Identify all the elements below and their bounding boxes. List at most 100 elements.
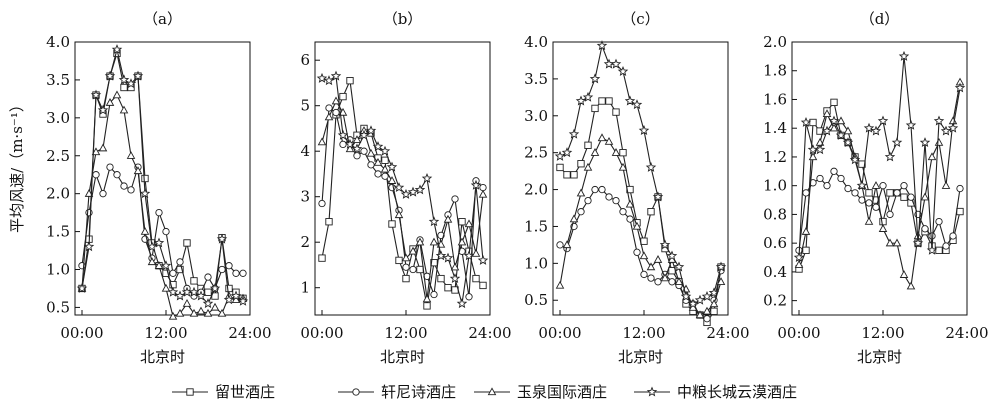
- legend-marker: [487, 387, 497, 396]
- data-point: [125, 78, 137, 89]
- data-point: [920, 192, 930, 201]
- y-tick-label: 2.5: [524, 144, 548, 162]
- data-point: [956, 184, 964, 193]
- data-point: [666, 250, 678, 261]
- data-point: [822, 109, 832, 118]
- data-point: [216, 233, 228, 244]
- data-point: [898, 50, 910, 61]
- data-point: [175, 308, 185, 317]
- panel-4: （d） 0.2 0.4 0.6 0.8 1.0 1.2 1.4 1.6 1.8 2.0 00:00 12…: [763, 10, 988, 366]
- data-point: [653, 255, 663, 263]
- data-point: [325, 104, 333, 112]
- legend-marker: [646, 386, 658, 397]
- y-tick-label: 1.6: [763, 90, 787, 108]
- data-point: [893, 189, 901, 197]
- data-point: [842, 137, 854, 148]
- data-point: [112, 90, 122, 99]
- data-point: [941, 181, 951, 189]
- data-point: [891, 137, 903, 148]
- data-point: [563, 171, 571, 179]
- data-point: [556, 241, 564, 249]
- data-point: [239, 269, 247, 277]
- data-point: [619, 208, 627, 216]
- data-point: [605, 193, 613, 201]
- data-point: [402, 274, 410, 283]
- data-point: [715, 261, 727, 272]
- data-point: [352, 135, 362, 143]
- data-point: [188, 286, 200, 297]
- y-tick-label: 4: [300, 142, 310, 160]
- data-point: [409, 265, 417, 274]
- data-point: [589, 73, 601, 84]
- data-point: [423, 302, 431, 310]
- data-point: [836, 116, 846, 125]
- data-point: [111, 44, 123, 55]
- data-point: [554, 150, 566, 161]
- data-point: [618, 162, 628, 171]
- y-tick-label: 4.0: [46, 33, 70, 51]
- data-point: [323, 75, 335, 86]
- data-point: [317, 137, 327, 146]
- data-point: [132, 70, 144, 81]
- series-2: [556, 185, 725, 323]
- data-point: [465, 293, 473, 301]
- data-point: [346, 77, 354, 85]
- data-point: [344, 138, 356, 149]
- data-point: [695, 310, 705, 319]
- data-point: [316, 72, 328, 83]
- x-axis-label: 北京时: [857, 348, 902, 366]
- data-point: [195, 290, 207, 301]
- x-tick-label: 12:00: [384, 324, 427, 342]
- data-point: [877, 115, 889, 126]
- data-point: [331, 96, 341, 105]
- data-point: [584, 141, 592, 149]
- data-point: [196, 306, 206, 315]
- data-point: [162, 227, 170, 236]
- panel-title: （b）: [383, 10, 423, 28]
- data-point: [381, 172, 389, 180]
- data-point: [702, 306, 712, 315]
- y-tick-label: 0.4: [763, 263, 787, 281]
- data-point: [119, 105, 129, 114]
- data-point: [582, 91, 594, 102]
- data-point: [76, 282, 88, 293]
- data-point: [646, 262, 656, 271]
- data-point: [849, 154, 861, 165]
- data-point: [176, 258, 184, 266]
- data-point: [597, 133, 607, 142]
- data-point: [338, 107, 348, 116]
- data-point: [830, 98, 838, 106]
- data-point: [84, 189, 94, 197]
- x-tick-label: 00:00: [777, 324, 820, 342]
- data-point: [830, 167, 838, 175]
- data-point: [450, 262, 460, 271]
- data-point: [167, 286, 179, 297]
- data-point: [933, 115, 945, 126]
- data-point: [153, 237, 165, 248]
- y-tick-label: 1.2: [763, 148, 787, 166]
- data-point: [386, 161, 398, 172]
- y-tick-label: 3.0: [524, 107, 548, 125]
- data-point: [451, 195, 459, 203]
- data-point: [379, 145, 391, 156]
- data-point: [900, 193, 908, 201]
- y-tick-label: 0.5: [524, 291, 548, 309]
- data-point: [421, 172, 433, 183]
- data-point: [568, 128, 580, 139]
- data-point: [626, 215, 634, 223]
- data-point: [182, 299, 192, 307]
- series-3: [77, 90, 248, 320]
- data-point: [374, 170, 382, 178]
- legend-label: 留世酒庄: [215, 383, 275, 401]
- series-4: [316, 70, 489, 309]
- legend-label: 中粮长城云漠酒庄: [677, 383, 797, 401]
- data-point: [160, 260, 172, 271]
- data-point: [407, 186, 419, 197]
- data-point: [470, 179, 482, 190]
- data-point: [687, 298, 699, 309]
- data-point: [105, 98, 115, 106]
- data-point: [85, 208, 93, 217]
- data-point: [562, 240, 572, 249]
- data-point: [183, 239, 191, 247]
- data-point: [843, 126, 853, 135]
